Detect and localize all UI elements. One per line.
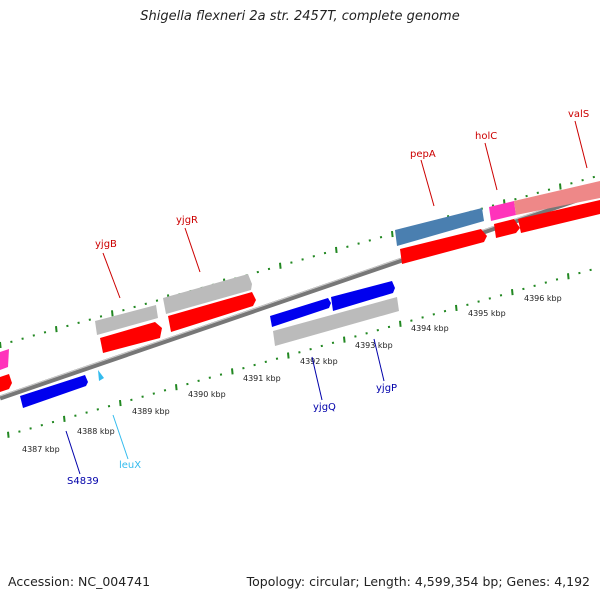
trna-leuX[interactable] [98, 370, 104, 381]
tick-mark [287, 352, 290, 359]
scale-label-4388: 4388 kbp [77, 427, 115, 436]
gene-red-pepA[interactable] [400, 229, 487, 264]
gene-label-holC[interactable]: holC [475, 131, 497, 142]
gene-labels: yjgB yjgR pepA holC valS S4839 leuX yjgQ… [67, 109, 589, 487]
tick-mark [335, 246, 338, 254]
tick-mark [55, 326, 58, 333]
tick-mark [0, 341, 2, 349]
tick-mark [231, 368, 234, 375]
gene-magenta-holC[interactable] [489, 201, 516, 221]
scale-label-4396: 4396 kbp [524, 294, 562, 303]
gene-label-yjgR[interactable]: yjgR [176, 215, 198, 226]
gene-red-left[interactable] [0, 374, 12, 392]
tick-mark [391, 230, 394, 238]
gene-label-S4839[interactable]: S4839 [67, 476, 99, 487]
upper-track [0, 181, 600, 392]
map-title: Shigella flexneri 2a str. 2457T, complet… [140, 9, 460, 24]
gene-red-yjgB[interactable] [100, 322, 162, 353]
gene-red-yjgR[interactable] [168, 292, 256, 332]
gene-label-yjgQ[interactable]: yjgQ [313, 402, 336, 413]
tick-mark [175, 384, 178, 391]
gene-blue-S4839[interactable] [20, 375, 88, 408]
tick-mark [399, 320, 402, 327]
gene-red-holC[interactable] [494, 219, 520, 238]
scale-label-4390: 4390 kbp [188, 390, 226, 399]
tick-mark [119, 399, 122, 407]
topology-text: Topology: circular; Length: 4,599,354 bp… [246, 574, 590, 589]
scale-label-4394: 4394 kbp [411, 324, 449, 333]
scale-labels: 4387 kbp 4388 kbp 4389 kbp 4390 kbp 4391… [22, 294, 562, 454]
tick-mark [343, 336, 346, 343]
gene-blue-yjgQ[interactable] [270, 298, 331, 327]
gene-gray-yjgB[interactable] [95, 305, 158, 335]
accession-text: Accession: NC_004741 [8, 574, 151, 589]
tick-mark [559, 183, 562, 190]
scale-label-4395: 4395 kbp [468, 309, 506, 318]
scale-label-4387: 4387 kbp [22, 445, 60, 454]
tick-mark [567, 273, 570, 280]
gene-blue-pepA[interactable] [395, 208, 484, 246]
gene-gray-yjgR[interactable] [163, 274, 252, 314]
tick-mark [7, 431, 10, 438]
gene-label-valS[interactable]: valS [568, 109, 589, 120]
tick-mark [455, 304, 458, 312]
gene-label-leuX[interactable]: leuX [119, 460, 141, 471]
gene-label-yjgB[interactable]: yjgB [95, 239, 117, 250]
gene-gray-lower[interactable] [273, 297, 399, 346]
scale-label-4391: 4391 kbp [243, 374, 281, 383]
leader-lines [65, 120, 588, 475]
gene-magenta-left[interactable] [0, 349, 9, 370]
gene-label-yjgP[interactable]: yjgP [376, 383, 397, 394]
lower-track [20, 281, 399, 408]
gene-blue-yjgP[interactable] [331, 281, 395, 311]
gene-pink-valS[interactable] [514, 181, 600, 215]
scale-label-4389: 4389 kbp [132, 407, 170, 416]
tick-mark [511, 289, 514, 296]
scale-label-4392: 4392 kbp [300, 357, 338, 366]
upper-tick-row [0, 175, 595, 349]
gene-red-valS[interactable] [518, 200, 600, 233]
scale-label-4393: 4393 kbp [355, 341, 393, 350]
tick-mark [111, 310, 114, 317]
lower-tick-row [7, 268, 592, 438]
tick-mark [63, 415, 66, 422]
tick-mark [279, 262, 282, 269]
gene-label-pepA[interactable]: pepA [410, 149, 436, 160]
